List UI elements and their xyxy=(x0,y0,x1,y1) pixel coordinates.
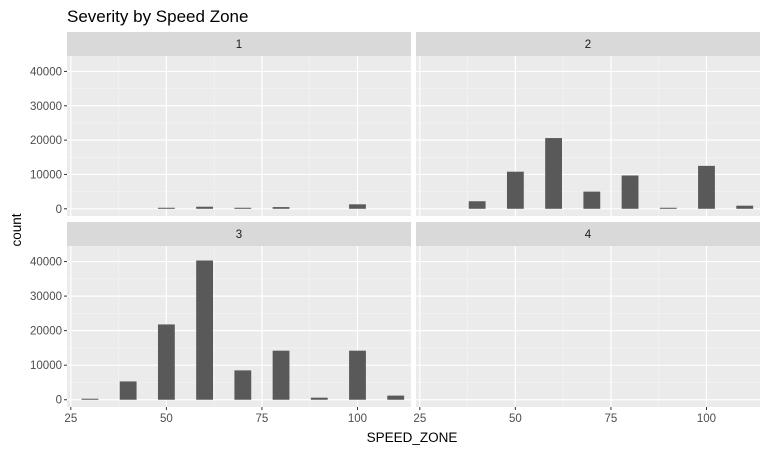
bar xyxy=(157,207,175,209)
bar xyxy=(119,381,137,400)
x-tick-label: 50 xyxy=(509,413,522,425)
facet-strip xyxy=(416,32,760,56)
panel-background xyxy=(416,246,760,407)
x-tick-label: 50 xyxy=(160,413,173,425)
bar xyxy=(506,171,524,209)
y-tick-label: 30000 xyxy=(30,291,62,303)
bar xyxy=(157,324,175,400)
y-tick-label: 0 xyxy=(56,395,62,407)
x-tick-label: 75 xyxy=(605,413,618,425)
bar xyxy=(272,207,290,209)
facet-strip xyxy=(416,222,760,246)
y-tick-label: 40000 xyxy=(30,66,62,78)
bar xyxy=(196,260,214,400)
y-axis-title: count xyxy=(9,213,24,246)
x-axis-title: SPEED_ZONE xyxy=(367,430,458,445)
x-tick-label: 25 xyxy=(413,413,426,425)
y-tick-label: 10000 xyxy=(30,360,62,372)
bar xyxy=(736,205,754,209)
x-tick-label: 100 xyxy=(697,413,716,425)
facet-panel-3: 3 0 10000 20000 30000 40000 25 50 75 100 xyxy=(30,222,411,425)
facet-strip-label: 4 xyxy=(585,229,592,241)
bar xyxy=(545,138,563,209)
facet-strip-label: 3 xyxy=(236,229,242,241)
y-tick-label: 40000 xyxy=(30,257,62,269)
bar xyxy=(349,350,366,400)
facet-strip xyxy=(67,222,411,246)
bar xyxy=(621,175,639,209)
facet-panel-4: 4 25 50 75 100 xyxy=(413,222,760,425)
panel-background xyxy=(67,56,411,216)
y-tick-label: 20000 xyxy=(30,135,62,147)
y-tick-label: 20000 xyxy=(30,326,62,338)
y-tick-label: 30000 xyxy=(30,101,62,113)
bar xyxy=(387,395,405,400)
bar xyxy=(583,191,601,209)
facet-strip-label: 1 xyxy=(236,39,242,51)
x-tick-label: 75 xyxy=(256,413,269,425)
facet-panel-1: 1 0 10000 20000 30000 40000 xyxy=(30,32,411,216)
y-tick-label: 10000 xyxy=(30,169,62,181)
bar xyxy=(234,370,252,400)
facet-strip xyxy=(67,32,411,56)
bar xyxy=(81,398,99,400)
bar xyxy=(468,201,486,209)
bar xyxy=(698,165,715,209)
bar xyxy=(196,206,214,209)
x-tick-label: 100 xyxy=(348,413,367,425)
bar xyxy=(272,350,290,400)
facet-panel-2: 2 xyxy=(416,32,760,216)
chart-title: Severity by Speed Zone xyxy=(67,7,248,26)
facet-panels: 1 0 10000 20000 30000 40000 2 3 0 10000 20000 30000… xyxy=(30,32,760,425)
bar xyxy=(234,207,252,209)
bar xyxy=(310,397,328,400)
bar xyxy=(659,207,677,209)
facet-strip-label: 2 xyxy=(585,39,591,51)
bar xyxy=(349,204,366,209)
y-tick-label: 0 xyxy=(56,204,62,216)
x-tick-label: 25 xyxy=(64,413,77,425)
